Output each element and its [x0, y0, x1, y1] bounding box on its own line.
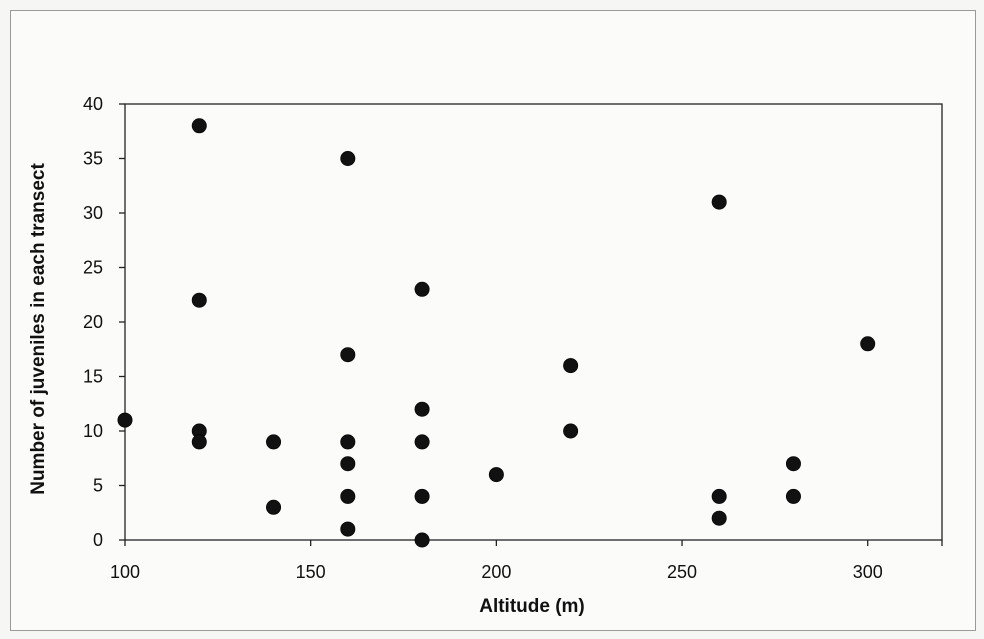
x-axis-title: Altitude (m) [479, 596, 585, 617]
y-tick-label: 15 [83, 367, 103, 387]
y-tick-label: 10 [83, 421, 103, 441]
data-point [191, 434, 207, 450]
data-point [785, 456, 801, 472]
y-tick-label: 30 [83, 203, 103, 223]
data-points [117, 118, 876, 548]
data-point [414, 532, 430, 548]
x-tick-label: 100 [110, 562, 140, 582]
data-point [266, 499, 282, 515]
plot-border [124, 103, 943, 541]
x-tick-label: 150 [296, 562, 326, 582]
data-point [414, 281, 430, 297]
x-tick-label: 200 [481, 562, 511, 582]
y-tick-label: 35 [83, 149, 103, 169]
x-tick-label: 250 [667, 562, 697, 582]
data-point [340, 456, 356, 472]
data-point [711, 194, 727, 210]
y-tick-label: 40 [83, 94, 103, 114]
data-point [340, 521, 356, 537]
data-point [563, 358, 579, 374]
data-point [488, 467, 504, 483]
data-point [711, 488, 727, 504]
data-point [414, 401, 430, 417]
data-point [785, 488, 801, 504]
y-tick-label: 0 [93, 530, 103, 550]
data-point [340, 151, 356, 167]
data-point [414, 488, 430, 504]
y-axis-title: Number of juveniles in each transect [28, 163, 49, 495]
figure-frame [10, 10, 976, 631]
y-axis-ticks: 0 5 10 15 20 25 30 35 40 [83, 94, 125, 550]
data-point [860, 336, 876, 352]
y-tick-label: 5 [93, 476, 103, 496]
data-point [340, 488, 356, 504]
y-tick-label: 25 [83, 258, 103, 278]
y-tick-label: 20 [83, 312, 103, 332]
data-point [414, 434, 430, 450]
data-point [711, 510, 727, 526]
x-axis-ticks: 100 150 200 250 300 [110, 540, 943, 582]
data-point [191, 292, 207, 308]
data-point [266, 434, 282, 450]
data-point [340, 434, 356, 450]
data-point [191, 118, 207, 134]
data-point [563, 423, 579, 439]
x-tick-label: 300 [853, 562, 883, 582]
plot-area [124, 103, 943, 541]
data-point [117, 412, 133, 428]
data-point [340, 347, 356, 363]
